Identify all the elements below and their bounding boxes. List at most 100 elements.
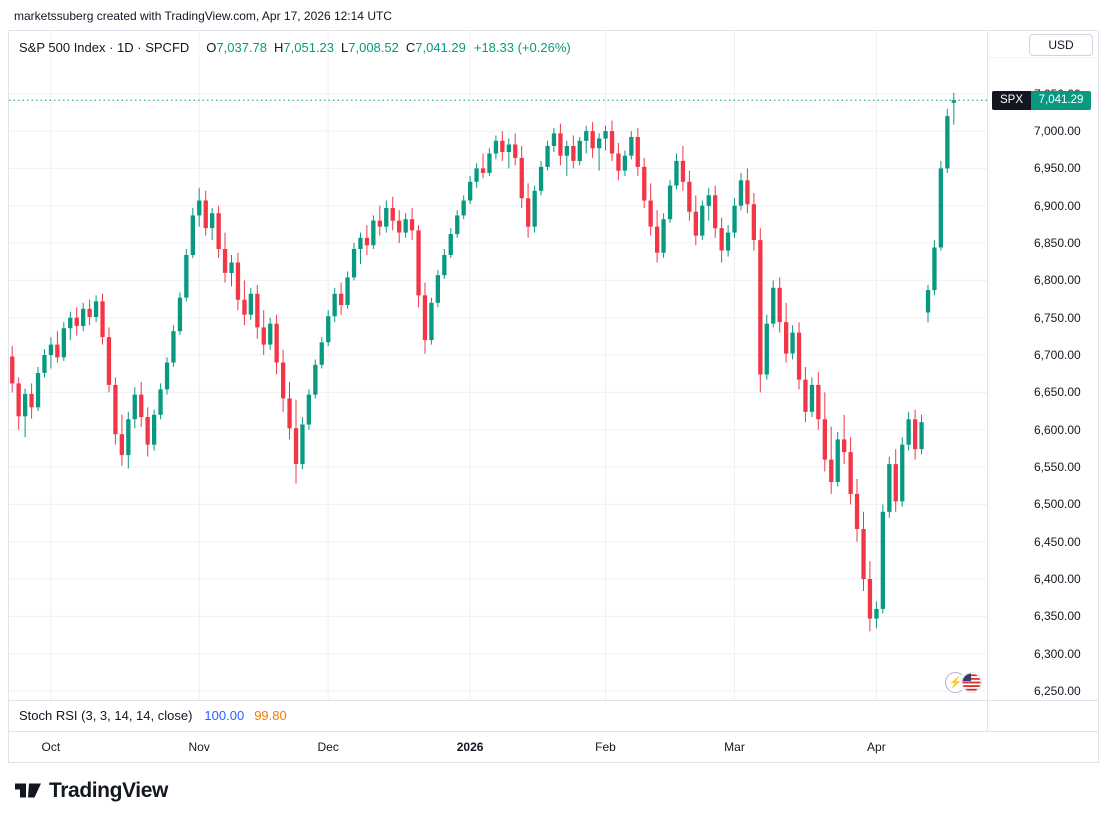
- candle-body: [261, 327, 266, 345]
- price-tick-label: 6,700.00: [1034, 348, 1081, 362]
- tradingview-logo-text: TradingView: [49, 778, 168, 802]
- candle-body: [506, 144, 511, 152]
- price-tick-label: 7,000.00: [1034, 124, 1081, 139]
- candle-body: [642, 166, 647, 201]
- price-axis[interactable]: USD 7,050.007,000.006,950.006,900.006,85…: [987, 31, 1098, 731]
- last-price-value: 7,041.29: [1031, 90, 1091, 110]
- candle-body: [203, 200, 208, 229]
- candle-body: [790, 332, 795, 354]
- candle-body: [938, 168, 943, 248]
- candle-body: [358, 237, 363, 249]
- candle-body: [945, 116, 950, 169]
- candle-body: [345, 277, 350, 305]
- price-pane[interactable]: S&P 500 Index · 1D · SPCFD O 7,037.78 H 7,0…: [9, 31, 987, 700]
- time-axis[interactable]: Oct Nov Dec 2026 Feb Mar Apr: [9, 731, 1098, 762]
- price-tick-label: 6,900.00: [1034, 198, 1081, 213]
- price-tick-label: 6,350.00: [1034, 609, 1081, 624]
- symbol-title: S&P 500 Index · 1D · SPCFD: [19, 40, 190, 55]
- time-axis-label: Dec: [317, 740, 339, 754]
- candle-body: [784, 322, 789, 354]
- candle-body: [816, 384, 821, 420]
- candle-body: [719, 228, 724, 251]
- candle-body: [255, 293, 260, 328]
- candle-body: [919, 422, 924, 450]
- candle-body: [306, 394, 311, 425]
- stoch-rsi-pane[interactable]: Stoch RSI (3, 3, 14, 14, close) 100.00 9…: [9, 700, 987, 730]
- tradingview-logo[interactable]: TradingView: [14, 779, 168, 803]
- candle-body: [468, 181, 473, 201]
- candle-body: [674, 160, 679, 186]
- candle-body: [403, 219, 408, 233]
- candle-body: [577, 140, 582, 161]
- candle-body: [880, 511, 885, 609]
- candle-body: [526, 198, 531, 227]
- price-axis-header: USD: [988, 31, 1098, 58]
- lightning-icon: ⚡: [948, 677, 963, 689]
- candle-body: [416, 230, 421, 296]
- candle-body: [667, 185, 673, 220]
- candle-body: [758, 240, 763, 375]
- candle-body: [29, 393, 34, 408]
- candle-body: [222, 249, 228, 273]
- candle-body: [397, 220, 402, 233]
- pane-separator[interactable]: [9, 700, 1098, 701]
- candle-body: [281, 362, 286, 399]
- price-tick-label: 6,600.00: [1034, 422, 1081, 437]
- candle-body: [119, 434, 124, 456]
- time-axis-label: Oct: [41, 740, 61, 754]
- candle-body: [16, 383, 21, 417]
- stoch-k-value: 100.00: [204, 708, 245, 723]
- tradingview-logo-icon: [15, 783, 41, 798]
- us-flag-event-icon[interactable]: [961, 672, 982, 693]
- time-axis-label: 2026: [456, 740, 484, 754]
- candle-body: [480, 168, 486, 173]
- candle-body: [461, 200, 466, 216]
- candle-body: [661, 219, 666, 253]
- candle-body: [932, 247, 937, 291]
- candle-body: [455, 215, 460, 235]
- candle-body: [268, 323, 273, 345]
- candle-body: [377, 220, 382, 227]
- candle-body: [635, 137, 640, 167]
- candle-body: [48, 344, 54, 356]
- candle-body: [545, 146, 550, 167]
- candle-body: [713, 195, 718, 229]
- candle-body: [803, 379, 808, 412]
- candle-body: [152, 414, 157, 445]
- grid-lines: [9, 31, 987, 700]
- price-tick-label: 6,300.00: [1034, 646, 1081, 661]
- candle-body: [448, 234, 453, 255]
- candle-body: [725, 232, 731, 251]
- candle-body: [706, 195, 711, 206]
- candle-body: [900, 444, 905, 502]
- candle-body: [81, 308, 86, 326]
- candle-body: [848, 452, 853, 494]
- candle-body: [764, 323, 769, 375]
- candle-body: [422, 295, 428, 341]
- candle-body: [74, 317, 79, 326]
- change-value: +18.33 (+0.26%): [473, 40, 571, 55]
- candlestick-chart[interactable]: [9, 31, 987, 700]
- candle-body: [693, 211, 698, 236]
- candle-body: [300, 424, 305, 465]
- time-axis-label: Nov: [188, 740, 210, 754]
- price-tick-label: 6,800.00: [1034, 273, 1081, 288]
- candle-body: [216, 213, 221, 249]
- candle-body: [777, 287, 782, 323]
- candle-body: [822, 419, 827, 460]
- candle-body: [274, 323, 279, 363]
- stoch-d-value: 99.80: [254, 708, 287, 723]
- time-axis-label: Mar: [724, 740, 745, 754]
- candle-body: [139, 394, 144, 417]
- candle-body: [61, 328, 66, 358]
- candle-body: [113, 384, 118, 435]
- candle-body: [242, 299, 247, 315]
- currency-selector[interactable]: USD: [1029, 34, 1093, 56]
- candle-body: [384, 208, 389, 227]
- candle-body: [351, 249, 357, 278]
- price-tick-label: 6,400.00: [1034, 572, 1081, 586]
- candle-body: [409, 219, 415, 231]
- last-price-badge: SPX 7,041.29: [992, 90, 1091, 110]
- price-tick-label: 6,950.00: [1034, 161, 1081, 176]
- time-axis-label: Apr: [867, 740, 886, 754]
